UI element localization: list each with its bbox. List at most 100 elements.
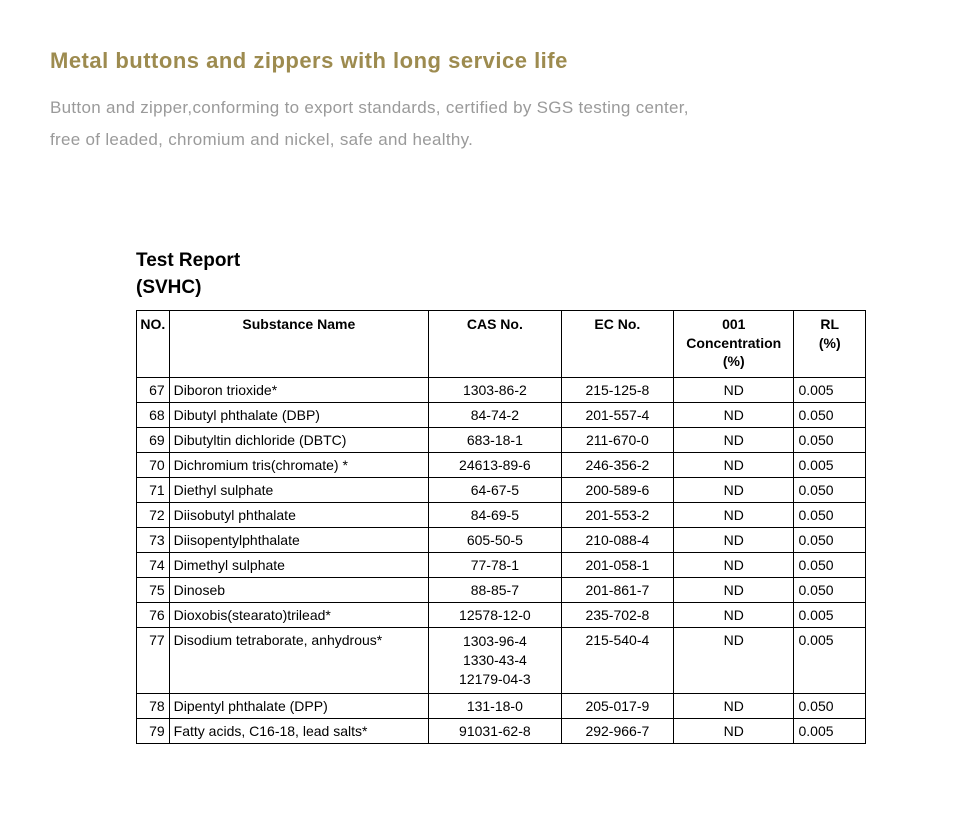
report-section: Test Report (SVHC) NO. Substance Name CA… — [50, 247, 910, 744]
cell-cas: 683-18-1 — [429, 428, 562, 453]
cell-conc: ND — [674, 528, 794, 553]
cell-conc: ND — [674, 553, 794, 578]
cell-no: 78 — [137, 694, 170, 719]
cell-rl: 0.005 — [794, 603, 866, 628]
cell-ec: 201-861-7 — [561, 578, 673, 603]
col-header-cas: CAS No. — [429, 310, 562, 378]
svhc-table: NO. Substance Name CAS No. EC No. 001 Co… — [136, 310, 866, 744]
cell-cas: 1303-86-2 — [429, 378, 562, 403]
table-row: 77Disodium tetraborate, anhydrous*1303-9… — [137, 628, 866, 694]
cell-cas: 84-74-2 — [429, 403, 562, 428]
table-row: 70Dichromium tris(chromate) *24613-89-62… — [137, 453, 866, 478]
table-header-row: NO. Substance Name CAS No. EC No. 001 Co… — [137, 310, 866, 378]
table-row: 68Dibutyl phthalate (DBP)84-74-2201-557-… — [137, 403, 866, 428]
cell-rl: 0.050 — [794, 478, 866, 503]
table-row: 67Diboron trioxide*1303-86-2215-125-8ND0… — [137, 378, 866, 403]
subtitle-line-2: free of leaded, chromium and nickel, saf… — [50, 130, 473, 149]
cell-no: 67 — [137, 378, 170, 403]
cell-cas: 24613-89-6 — [429, 453, 562, 478]
cell-rl: 0.005 — [794, 378, 866, 403]
cell-ec: 201-553-2 — [561, 503, 673, 528]
cell-no: 73 — [137, 528, 170, 553]
cell-no: 70 — [137, 453, 170, 478]
cell-conc: ND — [674, 578, 794, 603]
cell-rl: 0.050 — [794, 694, 866, 719]
cell-rl: 0.005 — [794, 628, 866, 694]
cell-cas: 12578-12-0 — [429, 603, 562, 628]
cell-name: Dimethyl sulphate — [169, 553, 428, 578]
cell-rl: 0.050 — [794, 553, 866, 578]
table-row: 71Diethyl sulphate64-67-5200-589-6ND0.05… — [137, 478, 866, 503]
cell-cas: 605-50-5 — [429, 528, 562, 553]
cell-no: 71 — [137, 478, 170, 503]
cell-rl: 0.005 — [794, 719, 866, 744]
cell-ec: 215-540-4 — [561, 628, 673, 694]
cell-conc: ND — [674, 478, 794, 503]
cell-ec: 292-966-7 — [561, 719, 673, 744]
table-row: 69Dibutyltin dichloride (DBTC)683-18-121… — [137, 428, 866, 453]
cell-conc: ND — [674, 403, 794, 428]
table-row: 78Dipentyl phthalate (DPP)131-18-0205-01… — [137, 694, 866, 719]
cell-ec: 211-670-0 — [561, 428, 673, 453]
cell-name: Disodium tetraborate, anhydrous* — [169, 628, 428, 694]
cell-ec: 210-088-4 — [561, 528, 673, 553]
report-title-line-2: (SVHC) — [136, 277, 201, 298]
cell-ec: 246-356-2 — [561, 453, 673, 478]
cell-ec: 205-017-9 — [561, 694, 673, 719]
cell-cas: 84-69-5 — [429, 503, 562, 528]
cell-name: Dibutyltin dichloride (DBTC) — [169, 428, 428, 453]
cell-name: Diethyl sulphate — [169, 478, 428, 503]
table-row: 79Fatty acids, C16-18, lead salts*91031-… — [137, 719, 866, 744]
col-header-ec: EC No. — [561, 310, 673, 378]
cell-ec: 200-589-6 — [561, 478, 673, 503]
cell-cas: 131-18-0 — [429, 694, 562, 719]
page-subtitle: Button and zipper,conforming to export s… — [50, 92, 910, 157]
cell-ec: 201-058-1 — [561, 553, 673, 578]
cell-rl: 0.050 — [794, 578, 866, 603]
cell-rl: 0.050 — [794, 528, 866, 553]
cell-conc: ND — [674, 628, 794, 694]
page-container: Metal buttons and zippers with long serv… — [0, 0, 960, 744]
cell-name: Diisobutyl phthalate — [169, 503, 428, 528]
cell-no: 79 — [137, 719, 170, 744]
cell-conc: ND — [674, 719, 794, 744]
table-row: 73Diisopentylphthalate605-50-5210-088-4N… — [137, 528, 866, 553]
cell-rl: 0.050 — [794, 403, 866, 428]
cell-no: 74 — [137, 553, 170, 578]
report-title: Test Report (SVHC) — [136, 247, 910, 302]
cell-name: Dioxobis(stearato)trilead* — [169, 603, 428, 628]
cell-no: 77 — [137, 628, 170, 694]
table-row: 74Dimethyl sulphate77-78-1201-058-1ND0.0… — [137, 553, 866, 578]
cell-cas: 77-78-1 — [429, 553, 562, 578]
subtitle-line-1: Button and zipper,conforming to export s… — [50, 98, 689, 117]
report-title-line-1: Test Report — [136, 250, 240, 271]
cell-ec: 201-557-4 — [561, 403, 673, 428]
cell-no: 69 — [137, 428, 170, 453]
col-header-rl: RL (%) — [794, 310, 866, 378]
cell-cas: 64-67-5 — [429, 478, 562, 503]
cell-name: Dibutyl phthalate (DBP) — [169, 403, 428, 428]
cell-name: Dinoseb — [169, 578, 428, 603]
cell-rl: 0.005 — [794, 453, 866, 478]
cell-ec: 215-125-8 — [561, 378, 673, 403]
cell-rl: 0.050 — [794, 428, 866, 453]
col-header-name: Substance Name — [169, 310, 428, 378]
cell-name: Dipentyl phthalate (DPP) — [169, 694, 428, 719]
cell-conc: ND — [674, 453, 794, 478]
page-title: Metal buttons and zippers with long serv… — [50, 48, 910, 74]
cell-rl: 0.050 — [794, 503, 866, 528]
cell-conc: ND — [674, 694, 794, 719]
cell-no: 72 — [137, 503, 170, 528]
cell-no: 75 — [137, 578, 170, 603]
col-header-conc: 001 Concentration (%) — [674, 310, 794, 378]
cell-conc: ND — [674, 603, 794, 628]
table-body: 67Diboron trioxide*1303-86-2215-125-8ND0… — [137, 378, 866, 744]
cell-name: Fatty acids, C16-18, lead salts* — [169, 719, 428, 744]
cell-name: Diisopentylphthalate — [169, 528, 428, 553]
cell-cas: 1303-96-4 1330-43-4 12179-04-3 — [429, 628, 562, 694]
cell-conc: ND — [674, 428, 794, 453]
cell-cas: 91031-62-8 — [429, 719, 562, 744]
table-row: 75Dinoseb88-85-7201-861-7ND0.050 — [137, 578, 866, 603]
cell-conc: ND — [674, 503, 794, 528]
cell-ec: 235-702-8 — [561, 603, 673, 628]
